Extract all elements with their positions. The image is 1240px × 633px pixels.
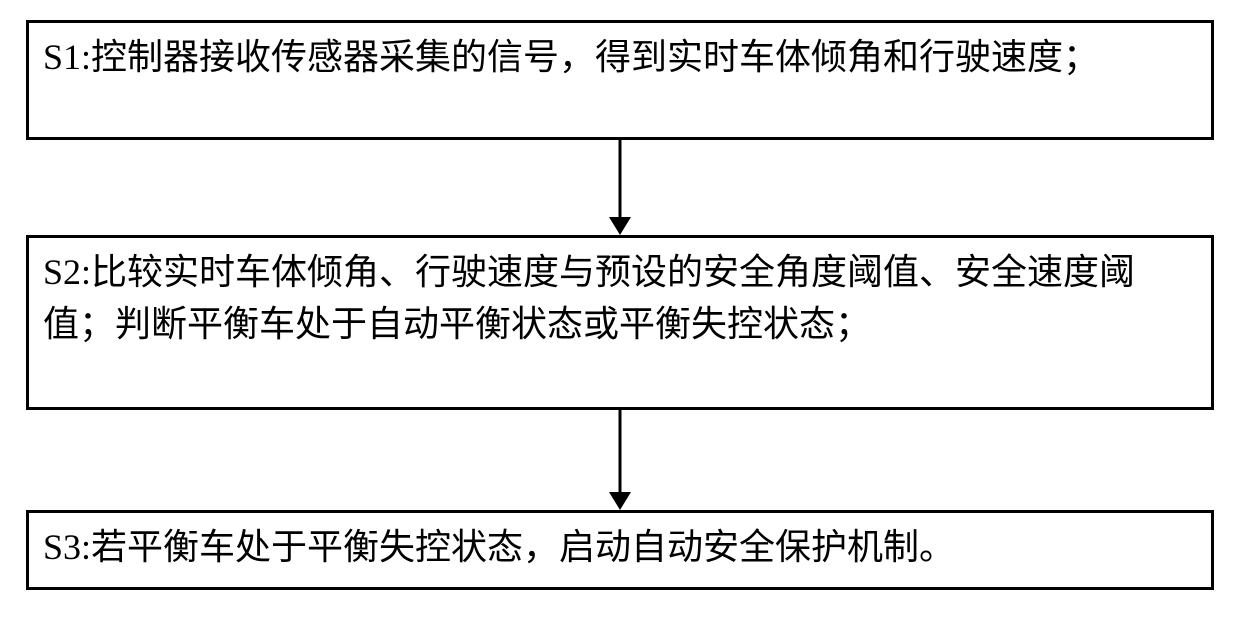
flow-arrow-s1-s2 (605, 140, 635, 235)
flow-step-s2: S2:比较实时车体倾角、行驶速度与预设的安全角度阈值、安全速度阈值；判断平衡车处… (26, 235, 1214, 410)
flow-step-s3: S3:若平衡车处于平衡失控状态，启动自动安全保护机制。 (26, 510, 1214, 590)
flow-step-s1-text: S1:控制器接收传感器采集的信号，得到实时车体倾角和行驶速度； (43, 31, 1099, 83)
flow-arrow-s2-s3 (605, 410, 635, 510)
flow-step-s1: S1:控制器接收传感器采集的信号，得到实时车体倾角和行驶速度； (26, 20, 1214, 140)
flow-step-s3-text: S3:若平衡车处于平衡失控状态，启动自动安全保护机制。 (43, 521, 955, 573)
flow-step-s2-text: S2:比较实时车体倾角、行驶速度与预设的安全角度阈值、安全速度阈值；判断平衡车处… (43, 246, 1197, 350)
